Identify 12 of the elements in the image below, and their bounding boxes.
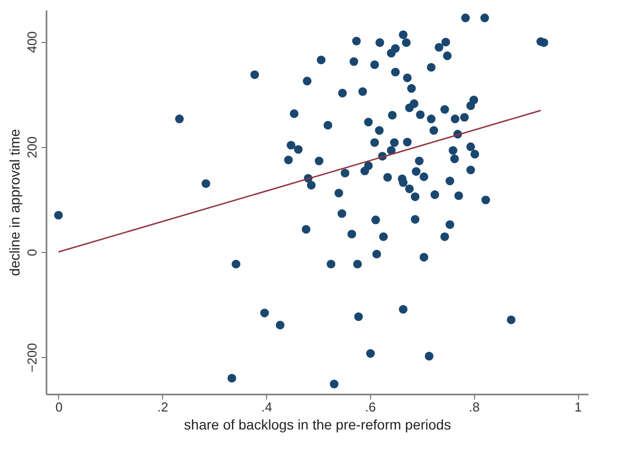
x-axis-title: share of backlogs in the pre-reform periods — [184, 416, 451, 432]
x-tick-label: .8 — [468, 400, 480, 414]
x-tick-label: .6 — [365, 400, 376, 414]
y-axis-title: decline in approval time — [6, 128, 22, 276]
y-tick-label: 200 — [24, 136, 40, 158]
y-tick-label: −200 — [24, 343, 40, 372]
x-tick-label: 0 — [55, 400, 63, 414]
x-tick-label: .4 — [261, 400, 272, 414]
y-tick-label: 0 — [24, 248, 40, 256]
x-tick-label: .2 — [157, 400, 168, 414]
x-tick-label: 1 — [574, 400, 582, 414]
y-tick-label: 400 — [24, 31, 40, 53]
